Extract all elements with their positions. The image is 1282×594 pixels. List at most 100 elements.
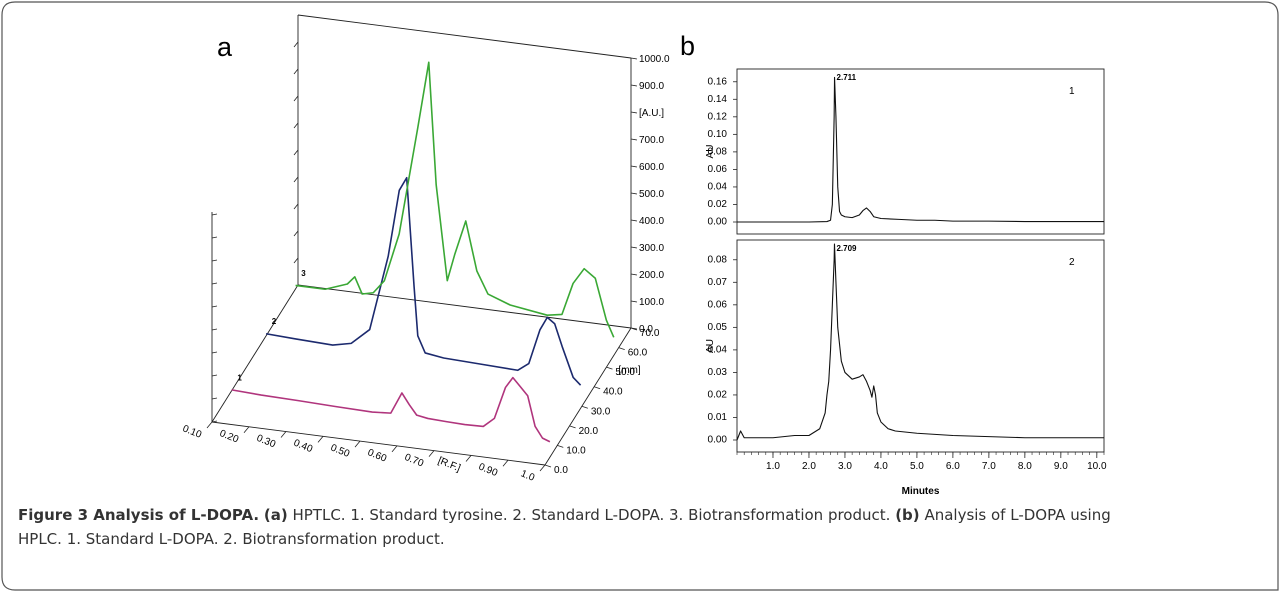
hptlc-z-tick-label: 20.0	[579, 426, 599, 437]
hptlc-x-tick-label: [R.F.]	[436, 455, 462, 474]
hptlc-trace-3	[295, 61, 615, 338]
hplc-x-tick-label: 8.0	[1018, 461, 1032, 472]
hptlc-left-tick	[211, 420, 218, 423]
hptlc-left-tick	[211, 213, 218, 216]
hptlc-x-tick	[243, 426, 250, 434]
hptlc-back-top-edge	[297, 14, 632, 59]
caption-a-text: HPTLC. 1. Standard tyrosine. 2. Standard…	[292, 506, 891, 524]
hptlc-z-tick	[618, 347, 625, 350]
hptlc-z-tick	[594, 386, 601, 390]
hptlc-x-tick	[354, 440, 361, 448]
hptlc-y-tick-label: 700.0	[639, 135, 664, 146]
hplc-y-tick-label: 0.00	[708, 217, 728, 228]
hplc-peak-annotation: 2.711	[837, 73, 857, 82]
hptlc-back-floor-edge	[297, 284, 632, 329]
hptlc-z-tick	[544, 464, 552, 468]
hptlc-y-tick	[630, 246, 638, 249]
hplc-x-tick-label: 9.0	[1054, 461, 1068, 472]
hptlc-y-tick-label: 200.0	[639, 270, 664, 281]
hptlc-z-tick-label: 30.0	[591, 406, 611, 417]
hptlc-x-tick	[465, 455, 472, 462]
caption-b-text-1: Analysis of L-DOPA using	[924, 506, 1111, 524]
hplc-y-tick-label: 0.08	[708, 146, 728, 157]
hplc-y-tick-label: 0.05	[708, 322, 728, 333]
hptlc-y-tick-label: 500.0	[639, 189, 664, 200]
figure-canvas: a b 0.10 0.20 0.30 0.40 0.50 0.60 0.70 [R.F.] 0.…	[181, 14, 1107, 497]
hptlc-z-tick	[606, 366, 613, 370]
hptlc-y-tick	[630, 327, 638, 330]
hplc-y-tick-label: 0.06	[708, 299, 728, 310]
hptlc-x-tick	[280, 431, 287, 438]
hptlc-trace-1	[231, 376, 551, 443]
hptlc-z-tick-label: 40.0	[603, 387, 623, 398]
hptlc-y-tick	[630, 111, 638, 114]
hptlc-z-tick	[557, 445, 564, 448]
hplc-chromatogram-2: 0.00 0.01 0.02 0.03 0.04 0.05 0.06 0.07 0.08 AU 2.…	[705, 239, 1107, 497]
hplc-x-tick-label: 7.0	[982, 461, 996, 472]
hptlc-left-tick	[211, 282, 218, 285]
hptlc-right-depth-axis	[544, 327, 632, 466]
hptlc-y-tick	[630, 57, 638, 60]
hptlc-z-tick-label: 60.0	[628, 348, 648, 359]
hplc-peak-annotation: 2.709	[836, 244, 857, 253]
hptlc-trace-2	[265, 176, 582, 386]
hplc-plot-frame	[736, 68, 1105, 235]
hptlc-left-depth-edge	[211, 284, 299, 423]
hptlc-x-tick-label: 0.50	[329, 442, 352, 460]
hptlc-x-tick-label: 0.20	[218, 428, 241, 446]
hptlc-y-tick-label: 600.0	[639, 162, 664, 173]
hptlc-left-tick	[211, 259, 218, 262]
hptlc-back-tick	[293, 41, 299, 48]
hptlc-back-tick	[293, 203, 299, 210]
hptlc-y-tick-label: 900.0	[639, 81, 664, 92]
hptlc-back-tick	[293, 68, 299, 75]
hptlc-y-tick	[630, 192, 638, 195]
hptlc-x-tick	[206, 421, 213, 429]
hptlc-back-tick	[293, 257, 299, 264]
hplc-x-tick-label: 5.0	[910, 461, 924, 472]
hptlc-z-axis-label: [mm]	[618, 365, 640, 376]
hptlc-back-tick	[293, 230, 299, 237]
hplc-y-tick-label: 0.02	[708, 199, 728, 210]
figure-caption: Figure 3 Analysis of L-DOPA. (a) HPTLC. …	[18, 503, 1268, 551]
caption-a-ref: (a)	[263, 506, 288, 524]
hplc-x-tick-label: 1.0	[766, 461, 780, 472]
panel-b-label: b	[680, 31, 695, 61]
hptlc-back-tick	[293, 122, 299, 129]
hplc-trace-label: 2	[1069, 257, 1075, 268]
hptlc-x-tick	[502, 459, 509, 467]
hptlc-z-tick-label: 0.0	[554, 465, 568, 476]
hptlc-y-tick-label: 100.0	[639, 297, 664, 308]
hplc-y-tick-label: 0.01	[708, 412, 728, 423]
caption-b-text-2: HPLC. 1. Standard L-DOPA. 2. Biotransfor…	[18, 530, 445, 548]
hptlc-x-tick	[539, 464, 546, 472]
hptlc-trace-label-1: 1	[237, 373, 242, 382]
hptlc-left-tick	[211, 374, 218, 377]
hptlc-left-tick	[211, 397, 218, 400]
hptlc-back-tick	[293, 95, 299, 102]
hptlc-x-tick-label: 1.0	[519, 468, 536, 484]
hplc-trace-2	[736, 243, 1104, 441]
hptlc-y-tick	[630, 165, 638, 168]
hptlc-y-tick	[630, 84, 638, 87]
hptlc-z-tick-label: 50.0	[615, 367, 635, 378]
hptlc-left-tick	[211, 305, 218, 308]
hptlc-y-tick	[630, 300, 638, 303]
hplc-y-tick-label: 0.00	[708, 435, 728, 446]
hplc-trace-label: 1	[1069, 86, 1075, 97]
hplc-y-tick-label: 0.03	[708, 367, 728, 378]
hplc-y-axis-label: AU	[705, 145, 716, 159]
hplc-x-tick-label: 6.0	[946, 461, 960, 472]
hplc-plot-frame	[736, 239, 1105, 453]
hptlc-z-tick-label: 70.0	[640, 328, 660, 339]
hptlc-x-tick-label: 0.10	[181, 423, 204, 441]
hptlc-back-tick	[293, 176, 299, 183]
caption-b-ref: (b)	[895, 506, 920, 524]
hplc-trace-1	[737, 76, 1104, 223]
hptlc-x-tick	[317, 436, 324, 443]
hplc-chromatogram-1: 0.00 0.02 0.04 0.06 0.08 0.10 0.12 0.14 0.16 AU 2.…	[705, 68, 1105, 235]
hplc-x-tick-label: 2.0	[802, 461, 816, 472]
hptlc-back-tick	[293, 149, 299, 156]
hplc-x-tick-label: 4.0	[874, 461, 888, 472]
hplc-x-tick-label: 10.0	[1087, 461, 1107, 472]
